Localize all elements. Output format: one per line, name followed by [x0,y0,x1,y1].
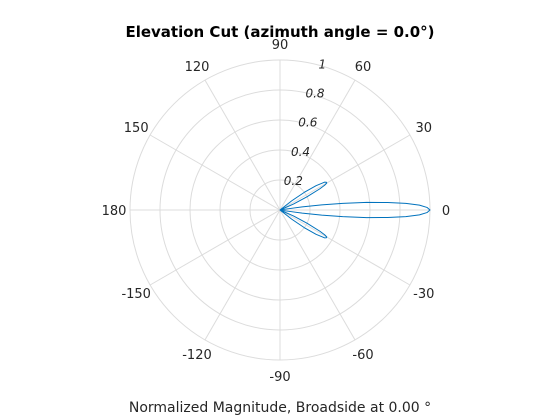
x-axis-label: Normalized Magnitude, Broadside at 0.00 … [129,400,431,416]
radial-tick-label: 0.8 [305,87,324,101]
radial-tick-label: 0.6 [298,116,317,130]
angular-tick-label: 60 [355,60,372,75]
radial-tick-label: 1 [318,58,326,72]
angular-grid-spoke [279,209,411,286]
angular-grid-spoke [279,79,356,211]
radial-tick-labels: 0.2 0.4 0.6 0.8 1 [284,58,326,188]
polar-grid [129,59,431,361]
angular-grid-spoke [279,209,356,341]
pattern-series [279,181,431,239]
angular-tick-label: -150 [121,287,151,302]
angular-tick-labels: 0 30 60 90 120 150 180 -150 -120 -90 -60 -30 [102,38,451,385]
chart-title: Elevation Cut (azimuth angle = 0.0°) [125,23,434,41]
angular-tick-label: 90 [272,38,289,53]
angular-tick-label: -90 [269,370,290,385]
angular-tick-label: -30 [413,287,434,302]
pattern-line [279,181,431,239]
radial-tick-label: 0.4 [291,145,310,159]
angular-tick-label: -120 [182,348,212,363]
angular-tick-label: 30 [416,121,433,136]
angular-tick-label: 120 [185,60,210,75]
radial-tick-label: 0.2 [284,174,303,188]
angular-tick-label: -60 [352,348,373,363]
angular-grid-spoke [204,79,281,211]
angular-grid-spoke [279,134,411,211]
angular-grid-spoke [149,209,281,286]
angular-grid-spoke [204,209,281,341]
angular-tick-label: 0 [442,204,450,219]
angular-tick-label: 150 [124,121,149,136]
angular-tick-label: 180 [102,204,127,219]
angular-grid-spoke [149,134,281,211]
